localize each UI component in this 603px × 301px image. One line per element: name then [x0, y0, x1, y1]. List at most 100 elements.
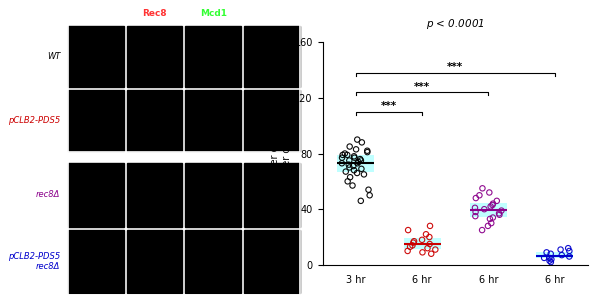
Point: [484, 190, 494, 195]
Point: [556, 247, 566, 252]
Bar: [127, 229, 182, 293]
Point: [492, 198, 502, 203]
Point: [364, 187, 373, 192]
Point: [340, 151, 350, 156]
Point: [541, 250, 551, 255]
Bar: [68, 26, 124, 87]
Bar: [127, 26, 182, 87]
Text: $p$ < 0.0001: $p$ < 0.0001: [426, 17, 485, 31]
Point: [425, 242, 435, 247]
Point: [343, 179, 353, 184]
Point: [353, 160, 363, 164]
Point: [349, 154, 359, 159]
Point: [346, 175, 355, 180]
Point: [359, 172, 369, 177]
Text: ***: ***: [447, 62, 463, 72]
Point: [563, 246, 573, 250]
Bar: [536, 252, 573, 258]
Point: [470, 214, 480, 219]
Point: [421, 232, 431, 237]
Point: [418, 250, 428, 255]
Point: [494, 211, 504, 216]
Point: [546, 257, 556, 262]
Point: [425, 223, 435, 228]
Text: Rec8: Rec8: [142, 9, 167, 18]
Bar: [68, 229, 124, 293]
Point: [564, 254, 574, 259]
Text: pCLB2-PDS5
rec8Δ: pCLB2-PDS5 rec8Δ: [8, 252, 60, 271]
Text: pCLB2-PDS5: pCLB2-PDS5: [8, 116, 60, 125]
Text: ***: ***: [381, 101, 397, 111]
Y-axis label: The number of Mcd1 foci
per cell: The number of Mcd1 foci per cell: [270, 93, 292, 214]
Point: [348, 183, 358, 188]
Text: Merge: Merge: [256, 9, 288, 18]
Point: [408, 240, 418, 245]
Bar: [244, 90, 300, 150]
Point: [349, 168, 359, 172]
Bar: [127, 90, 182, 150]
Text: ***: ***: [414, 82, 430, 92]
Bar: [337, 155, 374, 172]
Point: [337, 161, 347, 166]
Text: WT: WT: [47, 51, 60, 61]
Bar: [244, 26, 300, 87]
Point: [403, 249, 412, 253]
Point: [356, 158, 366, 163]
Bar: [68, 163, 124, 227]
Point: [497, 208, 507, 213]
Point: [350, 155, 359, 160]
Bar: [186, 90, 241, 150]
Bar: [186, 26, 241, 87]
Point: [475, 193, 484, 198]
Point: [426, 251, 436, 256]
Point: [539, 256, 549, 260]
Point: [356, 198, 365, 203]
Point: [337, 155, 347, 160]
Point: [477, 228, 487, 232]
Point: [546, 260, 556, 265]
Point: [494, 213, 504, 217]
Point: [357, 140, 367, 145]
Bar: [127, 163, 182, 227]
Point: [344, 162, 353, 167]
Point: [405, 244, 415, 249]
Bar: [68, 90, 124, 150]
Point: [345, 165, 355, 170]
Point: [425, 235, 434, 240]
Point: [486, 204, 496, 209]
Point: [545, 256, 554, 260]
Point: [423, 246, 432, 250]
Point: [471, 196, 481, 200]
Point: [471, 209, 481, 214]
Point: [352, 171, 362, 175]
Point: [362, 150, 372, 154]
Point: [470, 205, 480, 210]
Point: [546, 251, 555, 256]
Point: [355, 157, 365, 161]
Point: [488, 203, 497, 207]
Point: [352, 147, 361, 152]
Point: [343, 153, 352, 157]
Point: [341, 169, 350, 174]
Point: [487, 221, 496, 225]
Point: [488, 215, 497, 220]
Point: [478, 186, 487, 191]
Bar: [68, 161, 300, 295]
Bar: [244, 229, 300, 293]
Point: [417, 237, 427, 242]
Point: [362, 148, 372, 153]
Text: Mcd1: Mcd1: [200, 9, 227, 18]
Point: [564, 249, 574, 253]
Point: [349, 164, 358, 169]
Point: [365, 193, 374, 198]
Point: [403, 228, 413, 232]
Point: [483, 223, 493, 228]
Point: [344, 158, 354, 163]
Bar: [470, 203, 507, 216]
Point: [408, 243, 417, 248]
Point: [488, 201, 498, 206]
Bar: [68, 24, 300, 152]
Point: [431, 247, 440, 252]
Bar: [244, 163, 300, 227]
Bar: [403, 238, 441, 249]
